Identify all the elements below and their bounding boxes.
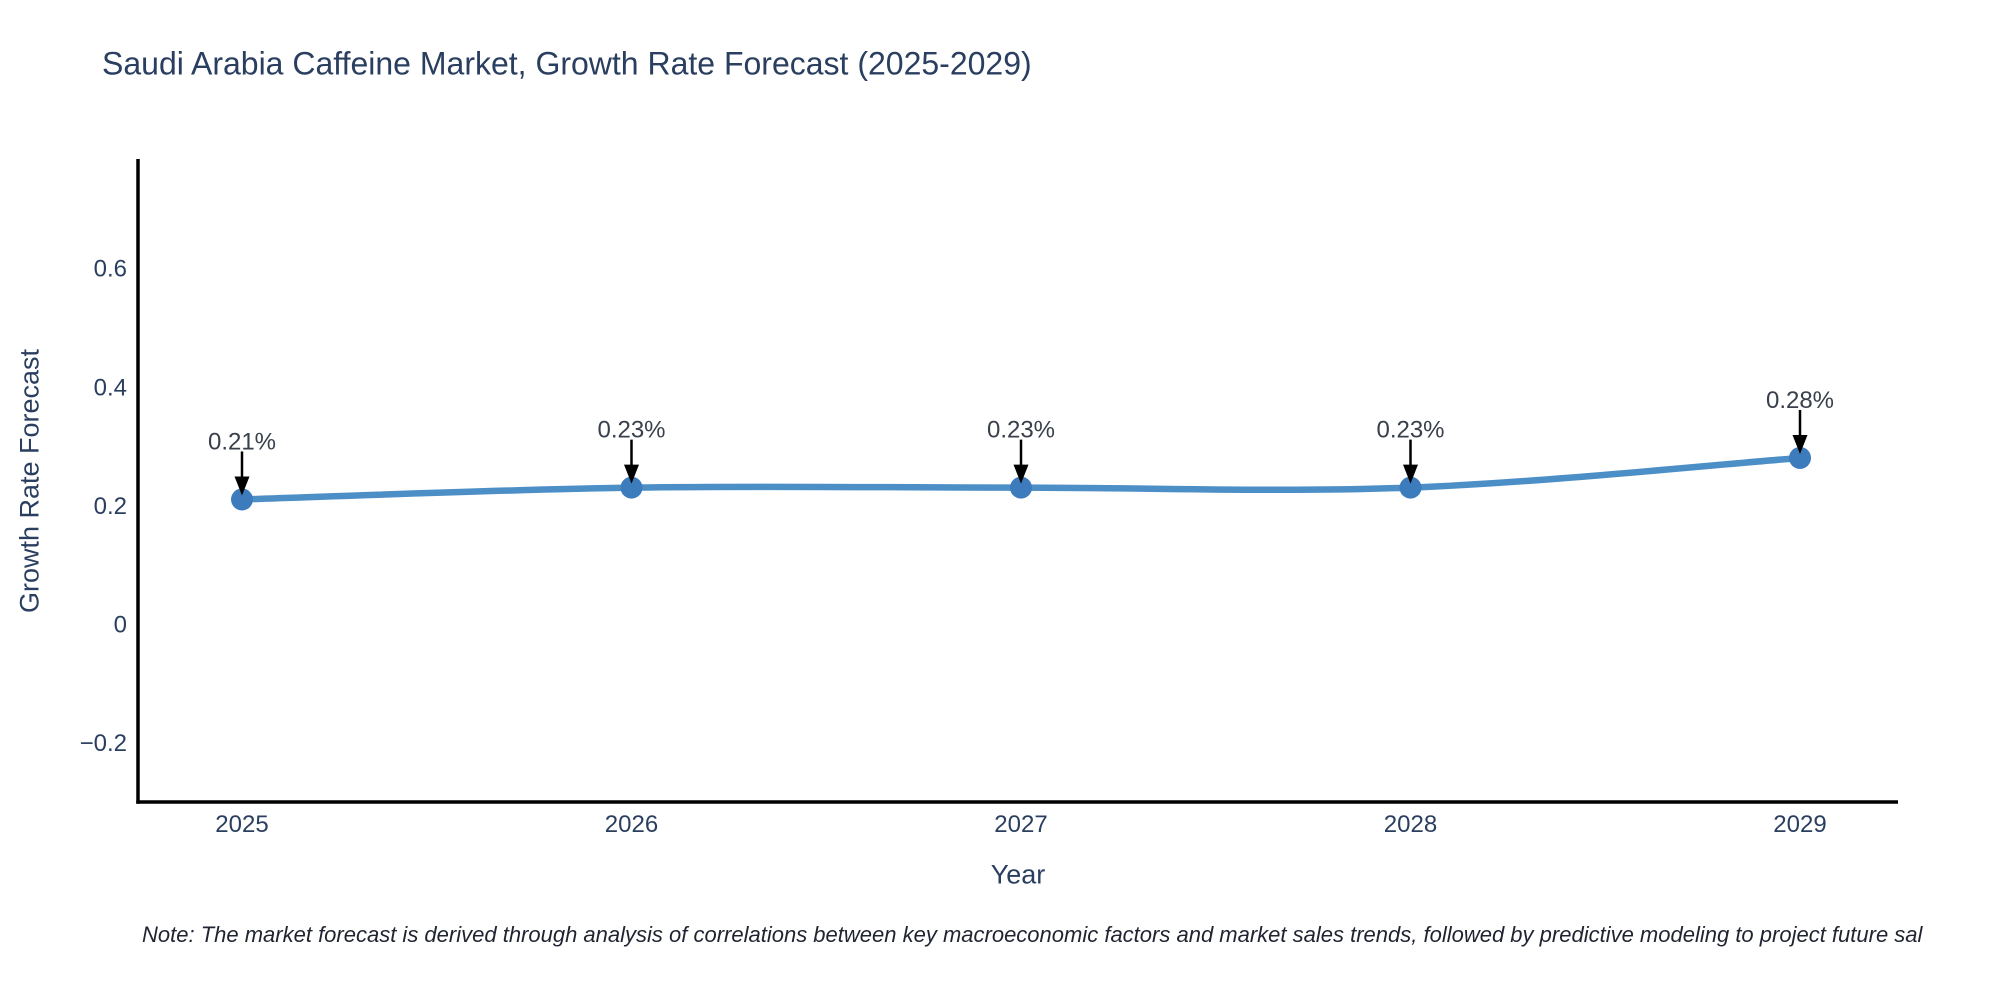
point-label: 0.21%	[208, 428, 276, 455]
data-point-marker[interactable]	[1010, 476, 1032, 499]
annotation-arrowhead-icon	[234, 476, 250, 496]
y-tick-label: 0.2	[94, 493, 127, 520]
x-tick-label: 2027	[994, 811, 1047, 838]
chart-title: Saudi Arabia Caffeine Market, Growth Rat…	[102, 45, 1032, 82]
y-tick-label: 0	[114, 612, 127, 639]
y-axis-tick-labels: −0.2 0 0.2 0.4 0.6	[80, 256, 127, 757]
x-tick-label: 2028	[1384, 811, 1437, 838]
x-axis-tick-labels: 2025 2026 2027 2028 2029	[215, 811, 1826, 838]
point-annotations: 0.21% 0.23% 0.23% 0.23% 0.28%	[208, 387, 1834, 496]
data-point-marker[interactable]	[231, 488, 253, 511]
y-tick-label: −0.2	[80, 730, 127, 757]
x-tick-label: 2029	[1773, 811, 1826, 838]
x-tick-label: 2025	[215, 811, 268, 838]
point-label: 0.23%	[1376, 417, 1444, 444]
annotation-arrowhead-icon	[1792, 434, 1808, 454]
y-tick-label: 0.4	[94, 374, 127, 401]
point-label: 0.28%	[1766, 387, 1834, 414]
point-label: 0.23%	[987, 417, 1055, 444]
y-tick-label: 0.6	[94, 256, 127, 283]
footnote: Note: The market forecast is derived thr…	[142, 922, 1923, 947]
data-point-marker[interactable]	[1399, 476, 1422, 499]
x-tick-label: 2026	[605, 811, 658, 838]
annotation-arrowhead-icon	[624, 464, 639, 484]
annotation-arrowhead-icon	[1403, 464, 1418, 484]
x-axis-title: Year	[990, 859, 1046, 890]
line-series	[231, 446, 1811, 511]
data-point-marker[interactable]	[1789, 446, 1811, 469]
data-point-marker[interactable]	[620, 476, 643, 499]
annotation-arrowhead-icon	[1013, 464, 1029, 484]
point-label: 0.23%	[597, 417, 665, 444]
y-axis-title: Growth Rate Forecast	[14, 348, 45, 614]
